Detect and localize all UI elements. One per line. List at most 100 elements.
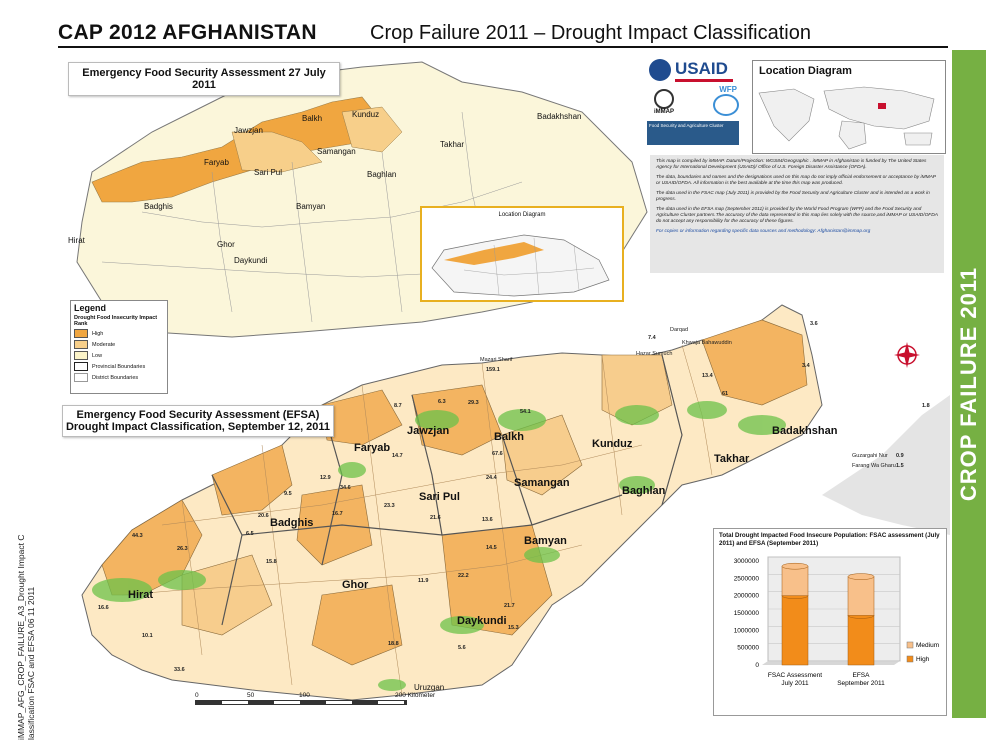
- legend-item-moderate: Moderate: [74, 340, 164, 349]
- efsa-vegetation: [92, 401, 786, 691]
- chart-svg: 3000000 2500000 2000000 1500000 1000000 50000…: [734, 556, 939, 687]
- chart-y-tick: 500000: [737, 645, 759, 652]
- district-value: 12.9: [320, 475, 331, 481]
- legend-swatch-district: [74, 373, 88, 382]
- efsa-label-ghor: Ghor: [342, 579, 369, 591]
- label-baghlan: Baghlan: [367, 170, 397, 179]
- legend-swatch-high: [74, 329, 88, 338]
- efsa-label-kunduz: Kunduz: [592, 438, 633, 450]
- district-value: 24.4: [486, 475, 497, 481]
- legend-label-high: High: [92, 330, 104, 337]
- district-hazar-sumuch: Hazar Sumuch: [636, 351, 673, 357]
- legend-label-provincial: Provincial Boundaries: [92, 363, 146, 370]
- population-chart: Total Drought Impacted Food Insecure Pop…: [713, 528, 947, 716]
- top-map-inset: Location Diagram: [420, 206, 624, 302]
- top-map-panel: Emergency Food Security Assessment 27 Ju…: [62, 52, 648, 342]
- label-bamyan: Bamyan: [296, 202, 326, 211]
- page-header: CAP 2012 AFGHANISTAN Crop Failure 2011 –…: [58, 18, 948, 48]
- immap-logo: iMMAP: [649, 89, 679, 115]
- label-takhar: Takhar: [440, 140, 465, 149]
- crop-failure-banner: CROP FAILURE 2011: [952, 50, 986, 718]
- label-kunduz: Kunduz: [352, 110, 380, 119]
- chart-bar-medium: [847, 576, 875, 616]
- note-1: This map is compiled by iMMAP. Datum/Pro…: [656, 159, 927, 170]
- chart-y-tick: 2500000: [734, 575, 760, 582]
- legend-swatch-provincial: [74, 362, 88, 371]
- chart-bar-high: [847, 615, 875, 666]
- district-value: 16.7: [332, 511, 343, 517]
- legend-label-low: Low: [92, 352, 103, 359]
- usaid-seal-icon: [649, 59, 671, 81]
- district-value: 22.2: [458, 573, 469, 579]
- district-value: 54.1: [520, 409, 531, 415]
- chart-y-tick: 1500000: [734, 610, 760, 617]
- fsac-banner: Food Security and Agriculture Cluster: [647, 121, 739, 145]
- label-hirat: Hirat: [68, 236, 85, 245]
- district-value: 23.3: [384, 503, 395, 509]
- district-value: 6.5: [246, 531, 254, 537]
- neighbour-land: [822, 395, 950, 535]
- side-caption-line2: lassification FSAC and EFSA 06 11 2011: [26, 586, 36, 740]
- top-map-moderate-zone-2: [341, 106, 403, 153]
- efsa-title-line2: Drought Impact Classification, September…: [65, 421, 331, 433]
- efsa-map-title: Emergency Food Security Assessment (EFSA…: [62, 405, 334, 437]
- legend-label-district: District Boundaries: [92, 374, 139, 381]
- district-value: 67.6: [492, 451, 503, 457]
- chart-title: Total Drought Impacted Food Insecure Pop…: [719, 532, 940, 547]
- district-value: 5.6: [458, 645, 466, 651]
- efsa-moderate-zones: [181, 354, 673, 636]
- district-value: 8.7: [394, 403, 402, 409]
- usaid-wordmark: USAID: [675, 59, 728, 78]
- efsa-label-baghlan: Baghlan: [622, 485, 666, 497]
- district-mazari-sharif: Mazari Sharif: [480, 357, 513, 363]
- label-jawzjan: Jawzjan: [234, 126, 263, 135]
- legend-item-district: District Boundaries: [74, 373, 164, 382]
- chart-legend-swatch-high: [906, 655, 914, 663]
- legend-title: Legend: [74, 303, 107, 313]
- immap-wordmark: iMMAP: [654, 109, 674, 115]
- scale-tick-0: 0: [195, 692, 199, 699]
- top-map-moderate-zone: [231, 131, 323, 173]
- district-value: 21.6: [430, 515, 441, 521]
- district-value: 9.5: [284, 491, 292, 497]
- efsa-label-badakhshan: Badakhshan: [772, 425, 838, 437]
- chart-x-tick: FSAC Assessment: [768, 672, 822, 679]
- note-5: For copies or information regarding spec…: [656, 229, 871, 234]
- page-subtitle: Crop Failure 2011 – Drought Impact Class…: [370, 22, 811, 44]
- efsa-map-svg: [81, 304, 950, 701]
- legend-item-high: High: [74, 329, 164, 338]
- chart-x-tick: EFSA: [853, 672, 871, 679]
- scale-tick-200: 200 Kilometer: [395, 692, 436, 699]
- chart-bar-medium: [781, 565, 809, 596]
- chart-legend-label-medium: Medium: [916, 642, 939, 649]
- legend-swatch-low: [74, 351, 88, 360]
- district-value: 14.5: [486, 545, 497, 551]
- chart-bar-top-medium: [847, 573, 875, 580]
- location-diagram-title: Location Diagram: [759, 65, 852, 77]
- compass-icon: [894, 342, 920, 368]
- efsa-label-daykundi: Daykundi: [457, 615, 507, 627]
- afghanistan-marker: [878, 103, 886, 109]
- district-value: 14.7: [392, 453, 403, 459]
- scale-bar: 0 50 100 200 Kilometer: [195, 692, 455, 714]
- label-daykundi: Daykundi: [234, 256, 268, 265]
- district-value: 13.6: [482, 517, 493, 523]
- district-value: 15.3: [508, 625, 519, 631]
- district-farang-wa-gharu: Farang Wa Gharu: [852, 463, 896, 469]
- efsa-label-samangan: Samangan: [514, 477, 570, 489]
- efsa-label-jawzjan: Jawzjan: [407, 425, 450, 437]
- chart-x-tick: July 2011: [781, 680, 809, 687]
- wfp-logo: WFP: [705, 85, 739, 116]
- district-value: 1.5: [896, 463, 904, 469]
- district-value: 11.9: [418, 578, 429, 584]
- fsac-label: Food Security and Agriculture Cluster: [649, 123, 724, 128]
- legend-swatch-moderate: [74, 340, 88, 349]
- chart-x-tick: September 2011: [837, 680, 885, 687]
- note-2: The data, boundaries and names and the d…: [656, 175, 936, 186]
- legend-label-moderate: Moderate: [92, 341, 116, 348]
- efsa-high-zones: [101, 319, 808, 666]
- efsa-district-lines: [121, 344, 713, 696]
- label-badakhshan: Badakhshan: [537, 112, 582, 121]
- logos-panel: USAID iMMAP WFP Food Security and Agricu…: [645, 55, 745, 147]
- district-darqad: Darqad: [670, 327, 689, 333]
